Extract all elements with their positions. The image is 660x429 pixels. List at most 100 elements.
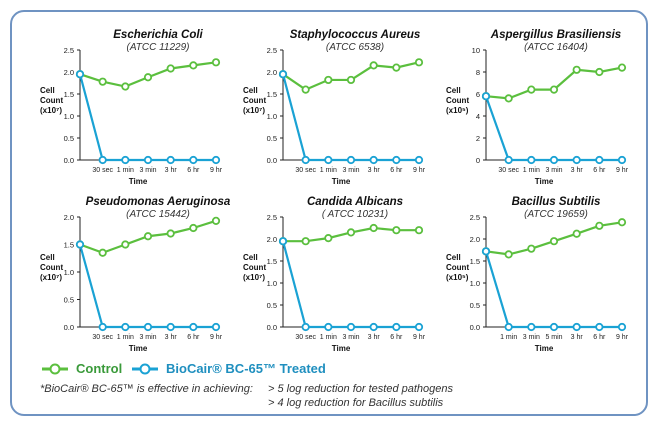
x-tick-label: 3 min <box>545 167 562 174</box>
data-point-control <box>346 75 356 85</box>
data-point-control <box>549 237 559 246</box>
chart-panel-5: Candida Albicans( ATCC 10231) 0.0 0.5 1.0 1.… <box>243 196 426 353</box>
data-point-control <box>527 244 536 253</box>
y-axis-label-line3: (x10⁷) <box>40 273 62 282</box>
x-tick-label: 9 hr <box>210 167 223 174</box>
data-point-treated <box>527 322 536 332</box>
chart-title: Candida Albicans <box>307 196 403 208</box>
data-point-treated <box>392 322 401 332</box>
data-point-control <box>617 218 627 227</box>
x-tick-label: 3 hr <box>368 167 381 174</box>
footnote-line1: > 5 log reduction for tested pathogens <box>268 383 453 395</box>
y-tick-label: 0.5 <box>267 134 277 143</box>
data-point-treated <box>481 247 491 256</box>
series-line-treated <box>78 244 216 329</box>
chart-title: Staphylococcus Aureus <box>290 29 421 41</box>
y-tick-label: 1.5 <box>267 257 277 266</box>
data-point-treated <box>278 70 288 79</box>
legend-control-label: Control <box>76 361 123 376</box>
chart-panel-3: Aspergillus Brasiliensis(ATCC 16404) 0 2 4 6… <box>446 29 629 186</box>
series-line-treated <box>78 73 216 162</box>
data-point-control <box>595 67 604 77</box>
x-tick-label: 30 sec <box>498 167 519 174</box>
data-point-treated <box>189 322 198 332</box>
data-point-control <box>392 226 401 235</box>
x-tick-label: 9 hr <box>210 334 223 341</box>
data-point-control <box>189 223 198 233</box>
data-point-control <box>414 226 424 235</box>
y-tick-label: 8 <box>476 68 480 77</box>
data-point-treated <box>572 322 581 332</box>
y-tick-label: 2.5 <box>64 46 74 55</box>
y-axis-label-line2: Count <box>446 263 469 272</box>
x-tick-label: 1 min <box>500 334 517 341</box>
y-tick-label: 1.5 <box>64 241 74 250</box>
x-axis-label: Time <box>129 344 148 353</box>
y-tick-label: 2.0 <box>64 68 74 77</box>
y-tick-label: 2.0 <box>267 235 277 244</box>
chart-subtitle: (ATCC 15442) <box>126 209 190 220</box>
data-point-treated <box>189 155 198 165</box>
x-tick-label: 6 hr <box>593 334 606 341</box>
x-tick-label: 3 hr <box>571 334 584 341</box>
chart-subtitle: (ATCC 6538) <box>326 42 384 53</box>
x-tick-label: 3 hr <box>368 334 381 341</box>
data-point-control <box>166 229 175 238</box>
data-point-treated <box>481 92 491 101</box>
y-axis-label-line2: Count <box>40 96 63 105</box>
chart-subtitle: (ATCC 11229) <box>127 42 190 53</box>
data-point-control <box>98 77 107 86</box>
chart-subtitle: (ATCC 16404) <box>524 42 588 53</box>
data-point-control <box>549 85 559 94</box>
y-axis-label-line3: (x10⁷) <box>40 106 62 115</box>
y-axis-label-line3: (x10⁵) <box>446 106 469 115</box>
y-tick-label: 0 <box>476 156 480 165</box>
y-tick-label: 1.5 <box>470 257 480 266</box>
legend-treated: BioCair® BC-65™ Treated <box>130 361 326 376</box>
y-tick-label: 1.0 <box>64 112 74 121</box>
data-point-control <box>572 229 581 238</box>
chart-panel-4: Pseudomonas Aeruginosa(ATCC 15442) 0.0 0.5… <box>40 196 231 353</box>
y-tick-label: 1.0 <box>470 279 480 288</box>
y-tick-label: 0.0 <box>267 156 277 165</box>
data-point-treated <box>301 155 310 165</box>
data-point-treated <box>549 322 559 332</box>
x-tick-label: 30 sec <box>295 167 316 174</box>
data-point-treated <box>98 322 107 332</box>
data-point-treated <box>414 155 424 165</box>
x-tick-label: 3 min <box>342 334 359 341</box>
x-tick-label: 6 hr <box>390 334 403 341</box>
series-line-treated <box>281 240 419 329</box>
chart-title: Pseudomonas Aeruginosa <box>86 196 231 208</box>
x-tick-label: 6 hr <box>593 167 606 174</box>
legend-control-swatch <box>42 363 68 374</box>
y-axis-label-line2: Count <box>243 96 266 105</box>
data-point-treated <box>617 155 627 165</box>
data-point-treated <box>617 322 627 332</box>
data-point-control <box>369 61 378 70</box>
data-point-control <box>392 63 401 72</box>
y-tick-label: 1.0 <box>267 112 277 121</box>
x-tick-label: 3 min <box>523 334 540 341</box>
data-point-treated <box>595 322 604 332</box>
data-point-control <box>572 65 581 74</box>
y-tick-label: 1.0 <box>64 268 74 277</box>
x-axis-label: Time <box>332 344 351 353</box>
data-point-treated <box>324 322 333 332</box>
chart-panel-1: Escherichia Coli(ATCC 11229) 0.0 0.5 1.0 1.5… <box>40 29 223 186</box>
y-axis-label-line1: Cell <box>40 253 55 262</box>
y-axis-label-line3: (x10⁷) <box>243 106 265 115</box>
x-tick-label: 6 hr <box>390 167 403 174</box>
x-tick-label: 9 hr <box>616 167 629 174</box>
y-tick-label: 6 <box>476 90 480 99</box>
x-tick-label: 30 sec <box>92 167 113 174</box>
y-tick-label: 0.0 <box>64 156 74 165</box>
data-point-control <box>369 223 378 233</box>
y-tick-label: 2 <box>476 134 480 143</box>
data-point-treated <box>98 155 107 165</box>
footnote-line2: > 4 log reduction for Bacillus subtilis <box>268 397 444 409</box>
x-tick-label: 9 hr <box>413 334 426 341</box>
data-point-treated <box>369 155 378 165</box>
y-axis-label-line2: Count <box>446 96 469 105</box>
data-point-treated <box>504 322 513 332</box>
